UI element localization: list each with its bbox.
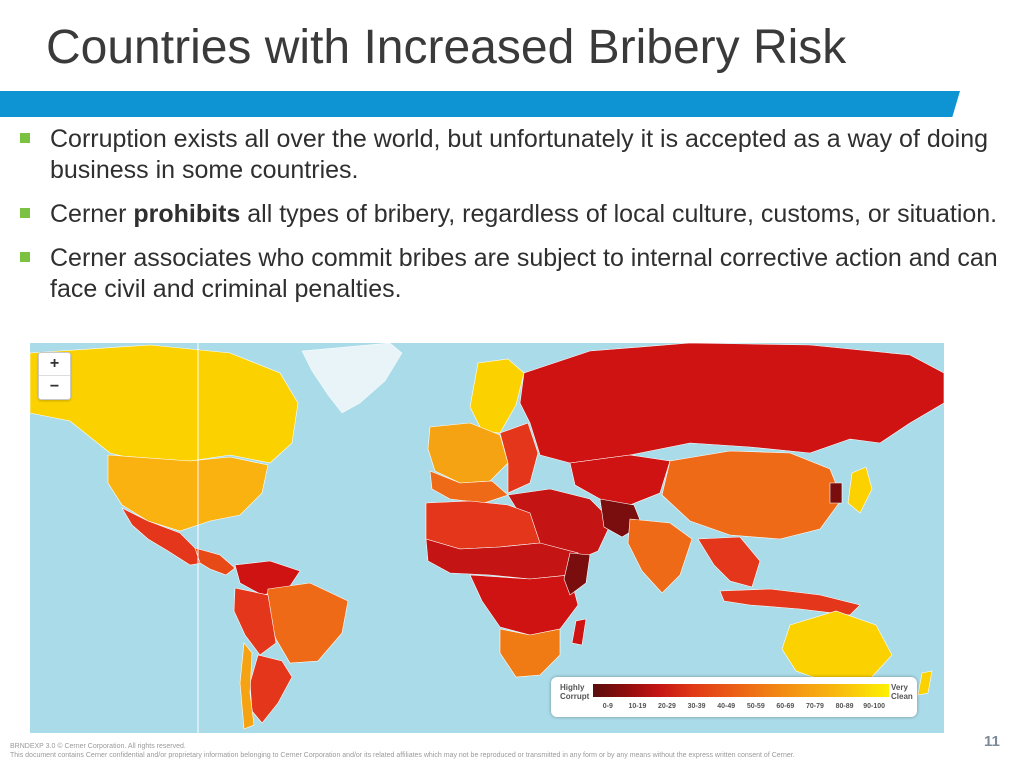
legend-color-ramp — [593, 684, 889, 697]
russia — [519, 343, 944, 464]
bullet-text: Corruption exists all over the world, bu… — [50, 125, 989, 184]
bullet-text-end: all types of bribery, regardless of loca… — [240, 200, 998, 228]
bullet-marker-icon — [20, 208, 30, 218]
united-states — [107, 454, 269, 532]
bullet-emphasis: prohibits — [133, 200, 241, 228]
legend-left-label: Highly Corrupt — [560, 683, 590, 701]
bullet-item: Cerner associates who commit bribes are … — [18, 243, 1008, 305]
world-corruption-map[interactable] — [30, 343, 944, 733]
footer-copyright: BRNDEXP 3.0 © Cerner Corporation. All ri… — [10, 743, 186, 750]
page-number: 11 — [984, 733, 1000, 750]
china — [661, 450, 843, 540]
bullet-marker-icon — [20, 133, 30, 143]
eastern-europe — [499, 422, 539, 494]
bullet-marker-icon — [20, 252, 30, 262]
legend-tick: 10-19 — [628, 703, 647, 710]
zoom-out-button[interactable]: − — [39, 375, 70, 398]
title-accent-bar — [0, 91, 960, 117]
map-svg — [30, 343, 944, 733]
mexico — [121, 507, 203, 566]
southern-africa — [499, 628, 561, 678]
footer-confidential-notice: This document contains Cerner confidenti… — [10, 752, 795, 759]
bullet-text: Cerner associates who commit bribes are … — [50, 244, 998, 303]
indonesia — [719, 588, 861, 616]
korea — [829, 482, 843, 504]
slide-title: Countries with Increased Bribery Risk — [46, 21, 847, 74]
map-legend: Highly Corrupt Very Clean 0-9 10-19 20-2… — [551, 677, 917, 717]
footer-legal: BRNDEXP 3.0 © Cerner Corporation. All ri… — [10, 742, 795, 760]
bullet-list: Corruption exists all over the world, bu… — [18, 124, 1008, 318]
legend-tick: 80-89 — [835, 703, 854, 710]
central-asia — [569, 454, 671, 506]
north-america-north — [30, 344, 299, 464]
japan — [847, 466, 873, 514]
bullet-item: Corruption exists all over the world, bu… — [18, 124, 1008, 186]
greenland — [301, 343, 403, 414]
central-america — [194, 547, 236, 576]
legend-right-label: Very Clean — [891, 683, 913, 701]
legend-tick: 90-100 — [863, 703, 886, 710]
legend-tick: 50-59 — [746, 703, 765, 710]
madagascar — [571, 618, 587, 646]
southeast-asia — [697, 536, 761, 588]
bullet-item: Cerner prohibits all types of bribery, r… — [18, 199, 1008, 230]
horn-of-africa — [563, 552, 591, 596]
zoom-in-button[interactable]: + — [49, 355, 60, 372]
new-zealand — [917, 670, 933, 696]
map-zoom-controls: + − — [38, 352, 71, 400]
bullet-text-start: Cerner — [50, 200, 134, 228]
legend-tick: 30-39 — [687, 703, 706, 710]
legend-ticks: 0-9 10-19 20-29 30-39 40-49 50-59 60-69 … — [593, 703, 889, 713]
legend-tick: 60-69 — [776, 703, 795, 710]
peru-bolivia — [233, 587, 277, 656]
legend-tick: 0-9 — [602, 703, 613, 710]
scandinavia — [469, 358, 525, 434]
legend-tick: 40-49 — [717, 703, 736, 710]
chile — [239, 642, 255, 730]
india — [627, 518, 693, 594]
legend-tick: 70-79 — [806, 703, 824, 710]
legend-tick: 20-29 — [658, 703, 676, 710]
southern-europe — [429, 470, 509, 504]
